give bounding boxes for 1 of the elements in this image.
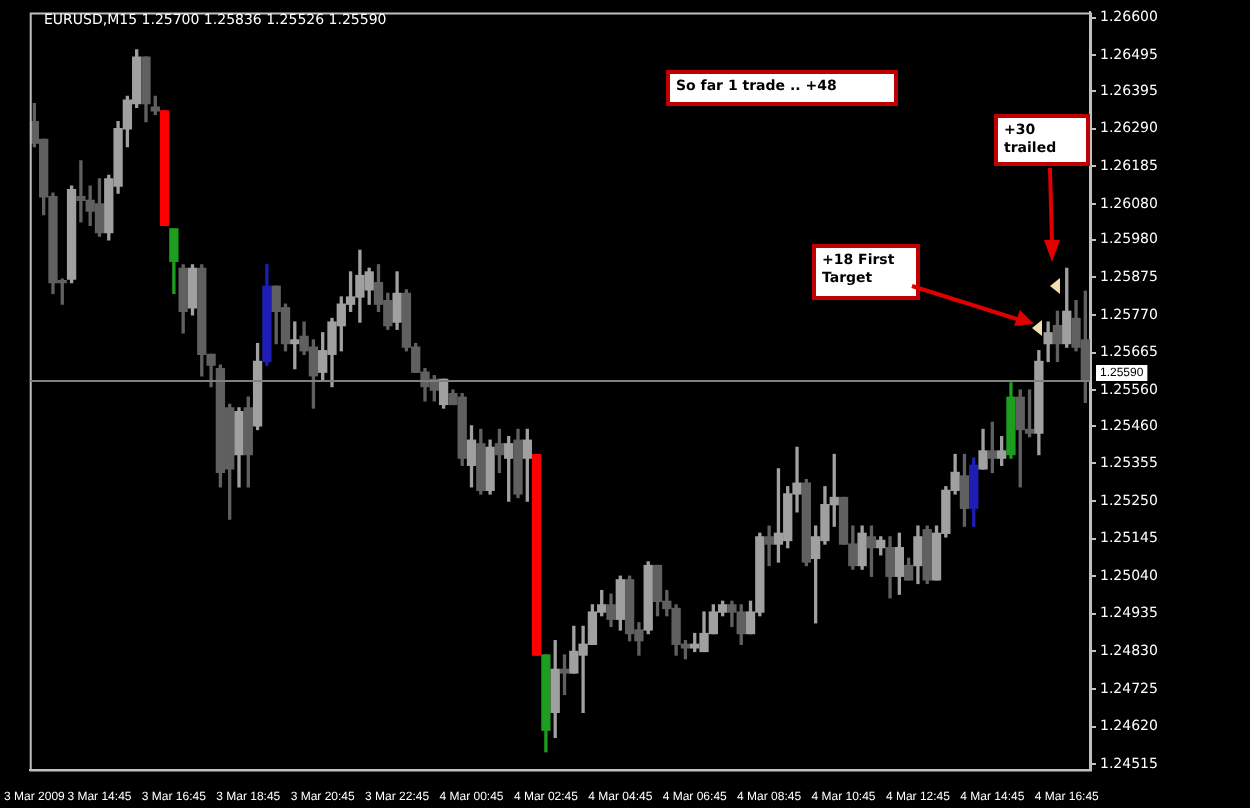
- candlestick: [764, 525, 774, 567]
